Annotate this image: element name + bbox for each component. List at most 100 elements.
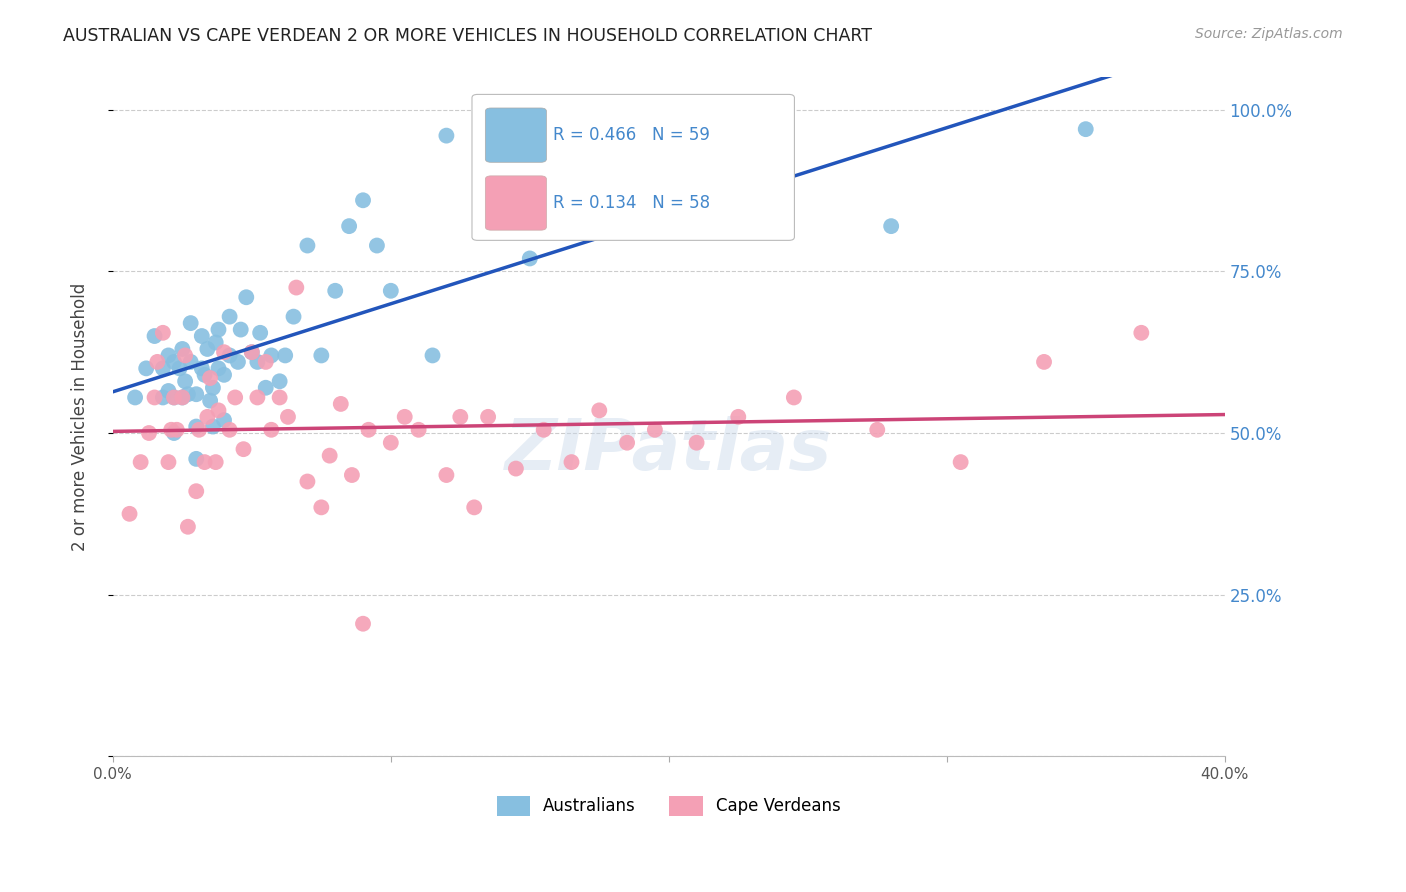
Point [329,397,352,411]
Point [229,322,252,336]
Point [246,355,269,369]
Text: R = 0.134   N = 58: R = 0.134 N = 58 [553,194,710,212]
Point [172,391,194,405]
Point [160,423,183,437]
Point [174,374,197,388]
Point [226,355,249,369]
Point [644,423,666,437]
Point [240,345,263,359]
Point [186,419,208,434]
Point [394,409,416,424]
Point [195,409,218,424]
Point [212,413,235,427]
Point [240,345,263,359]
Point [180,316,202,330]
Point [277,409,299,424]
Point [352,194,374,208]
Point [118,507,141,521]
Point [207,322,229,336]
Point [249,326,271,340]
Point [143,329,166,343]
Point [783,391,806,405]
Point [727,409,749,424]
Point [198,371,221,385]
Point [477,409,499,424]
Point [198,393,221,408]
Point [177,520,200,534]
Text: ZIPatlas: ZIPatlas [505,417,832,485]
Point [195,342,218,356]
Point [519,252,541,266]
Point [163,391,186,405]
Point [207,361,229,376]
Point [318,449,340,463]
Point [1033,355,1056,369]
Point [616,435,638,450]
Point [574,186,596,201]
Point [380,435,402,450]
Legend: Australians, Cape Verdeans: Australians, Cape Verdeans [491,789,848,822]
Point [152,361,174,376]
Text: Source: ZipAtlas.com: Source: ZipAtlas.com [1195,27,1343,41]
Point [207,403,229,417]
Point [186,451,208,466]
Point [380,284,402,298]
Point [163,391,186,405]
Y-axis label: 2 or more Vehicles in Household: 2 or more Vehicles in Household [72,283,89,551]
Point [269,391,291,405]
Point [408,423,430,437]
Point [172,342,194,356]
Point [260,423,283,437]
Point [204,335,226,350]
Point [357,423,380,437]
Point [194,368,217,382]
Point [163,355,186,369]
Point [505,461,527,475]
Point [204,455,226,469]
Point [880,219,903,234]
Point [163,425,186,440]
Point [224,391,246,405]
Point [124,391,146,405]
Point [323,284,346,298]
Point [177,387,200,401]
Point [285,280,308,294]
Point [949,455,972,469]
Point [152,391,174,405]
Point [246,391,269,405]
Point [191,329,214,343]
Point [297,238,319,252]
Point [157,384,180,398]
Point [254,381,277,395]
Point [436,128,458,143]
Point [297,475,319,489]
Point [866,423,889,437]
Point [436,468,458,483]
Point [201,419,224,434]
Point [201,381,224,395]
Point [685,435,707,450]
Point [340,468,363,483]
FancyBboxPatch shape [485,176,547,230]
Point [212,368,235,382]
Point [138,425,160,440]
Point [1130,326,1153,340]
Point [135,361,157,376]
Point [218,423,240,437]
Point [166,423,188,437]
Point [172,391,194,405]
Text: AUSTRALIAN VS CAPE VERDEAN 2 OR MORE VEHICLES IN HOUSEHOLD CORRELATION CHART: AUSTRALIAN VS CAPE VERDEAN 2 OR MORE VEH… [63,27,872,45]
Point [174,348,197,362]
Point [533,423,555,437]
FancyBboxPatch shape [472,95,794,240]
Point [232,442,254,457]
Point [630,206,652,220]
Point [157,455,180,469]
Point [449,409,471,424]
Point [186,484,208,499]
Point [180,355,202,369]
Point [194,455,217,469]
Point [1074,122,1097,136]
Point [186,387,208,401]
Point [235,290,257,304]
